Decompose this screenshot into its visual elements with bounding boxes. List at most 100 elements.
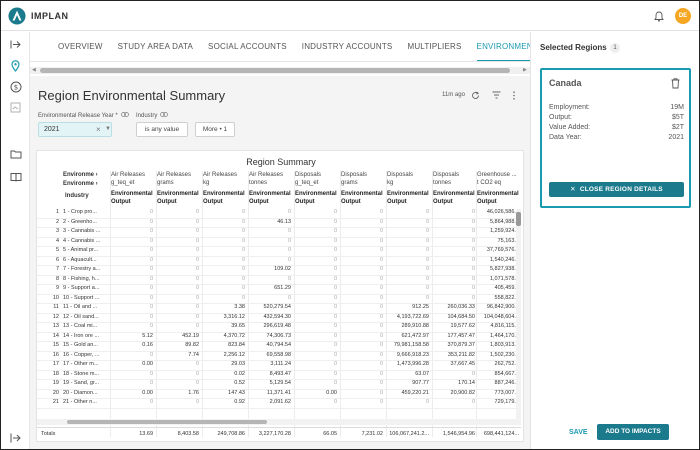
table-cell: 1.76	[188, 389, 199, 396]
collapse-arrow-icon[interactable]	[9, 38, 22, 51]
pivot-field[interactable]: Environme ›	[63, 181, 98, 187]
logout-icon[interactable]	[9, 431, 22, 444]
table-row[interactable]: 19 19 - Sand, gr... 0 0 0.52 5,129.54 0 0 907.77…	[37, 380, 521, 390]
column-header-unit: kg	[387, 180, 394, 186]
tab-social-accounts[interactable]: SOCIAL ACCOUNTS	[208, 42, 287, 51]
table-cell: 147.43	[228, 389, 245, 396]
industry-filter-button[interactable]: is any value	[136, 122, 188, 137]
table-row[interactable]: 14 14 - Iron ore ... 5.12 452.19 4,370.72 74,…	[37, 333, 521, 342]
folder-icon[interactable]	[9, 147, 22, 160]
tab-overview[interactable]: OVERVIEW	[58, 42, 103, 51]
chart-icon[interactable]	[9, 101, 22, 114]
column-header-line: Greenhouse ...	[477, 172, 517, 178]
horizontal-scroll-thumb[interactable]	[67, 420, 267, 424]
trash-icon[interactable]	[671, 78, 681, 89]
more-vertical-icon[interactable]	[509, 90, 519, 100]
table-cell: 0	[379, 370, 383, 377]
column-header[interactable]: Greenhouse ... t CO2 eq Environmental Outp…	[477, 171, 523, 206]
link-icon[interactable]	[160, 112, 169, 119]
row-number: 4	[55, 237, 59, 244]
table-cell: 0	[287, 237, 291, 244]
scroll-right-icon[interactable]: ▶	[523, 67, 527, 73]
column-header[interactable]: Air Releases grams Environmental Output	[157, 171, 203, 206]
table-cell: 1,502,230.4	[489, 351, 519, 358]
table-row[interactable]: 9 9 - Support a... 0 0 0 651.29 0 0 0 0 405,459.4	[37, 285, 521, 295]
tab-scrollbar[interactable]: ◀ ▶	[30, 67, 530, 74]
table-row[interactable]: 2 2 - Greenho... 0 0 0 46.13 0 0 0 0 5,864,988.3	[37, 218, 521, 228]
industry-column-header[interactable]: Industry	[65, 193, 89, 199]
table-cell: 4,193,722.69	[396, 313, 429, 320]
table-cell: 459,220.21	[401, 389, 429, 396]
table-row[interactable]: 1 1 - Crop pro... 0 0 0 0 0 0 0 0 46,026,586.9	[37, 209, 521, 219]
table-cell: 0	[333, 313, 337, 320]
refresh-icon[interactable]	[470, 90, 480, 100]
table-cell: 0	[287, 209, 291, 215]
column-header[interactable]: Air Releases kg Environmental Output	[203, 171, 249, 206]
table-cell: 5,827,938.5	[489, 266, 519, 272]
tab-environmental[interactable]: ENVIRONMENTAL	[476, 32, 530, 61]
table-cell: 0	[333, 361, 337, 367]
year-select[interactable]: 2021 × ▼	[38, 122, 112, 137]
tab-study-area-data[interactable]: STUDY AREA DATA	[117, 42, 194, 51]
close-region-details-button[interactable]: ✕ CLOSE REGION DETAILS	[549, 182, 684, 197]
table-row[interactable]: 8 8 - Fishing, h... 0 0 0 0 0 0 0 0 1,071,578.2	[37, 275, 521, 285]
clear-icon[interactable]: ×	[96, 125, 101, 134]
table-row[interactable]: 7 7 - Forestry a... 0 0 0 109.02 0 0 0 0 5,827,938…	[37, 266, 521, 276]
location-pin-icon[interactable]	[9, 59, 22, 72]
more-filters-button[interactable]: More • 1	[195, 122, 235, 137]
table-row[interactable]: 6 6 - Aquacult... 0 0 0 0 0 0 0 0 1,540,246.2	[37, 257, 521, 266]
column-header[interactable]: Air Releases tonnes Environmental Output	[249, 171, 295, 206]
table-row[interactable]: 18 18 - Stone m... 0 0 0.02 8,493.47 0 0 63.07 0 8…	[37, 370, 521, 380]
table-row[interactable]: 16 16 - Copper, ... 0 7.74 2,256.12 69,558.98…	[37, 351, 521, 361]
table-row[interactable]: 13 13 - Coal mi... 0 0 39.65 296,619.48 0 0 289,…	[37, 323, 521, 333]
table-row[interactable]: 5 5 - Animal pr... 0 0 0 0 0 0 0 0 37,769,576.4	[37, 247, 521, 257]
book-icon[interactable]	[9, 170, 22, 183]
column-header[interactable]: Disposals g_teq_et Environmental Output	[295, 171, 341, 206]
table-row[interactable]: 15 15 - Gold an... 0.16 89.82 823.84 40,794.5…	[37, 342, 521, 352]
table-cell: 1,473,996.28	[396, 361, 429, 367]
vertical-scroll-thumb[interactable]	[516, 212, 521, 226]
table-cell: 0	[149, 285, 153, 291]
add-to-impacts-button[interactable]: ADD TO IMPACTS	[597, 424, 669, 440]
table-row[interactable]: 20 20 - Diamon... 0.00 1.76 147.43 11,371.41 0…	[37, 389, 521, 399]
table-row[interactable]: 12 12 - Oil sand... 0 0 3,316.12 432,594.30 0 0…	[37, 313, 521, 323]
table-row[interactable]: 17 17 - Other m... 0.00 0 29.03 3,111.24 0 0 1,4…	[37, 361, 521, 371]
column-header[interactable]: Air Releases g_teq_et Environmental Output	[111, 171, 157, 206]
chevron-down-icon[interactable]: ▼	[105, 126, 111, 132]
column-subheader: Environmental Output	[157, 191, 199, 205]
column-header-line: Disposals	[341, 172, 368, 178]
table-row[interactable]: 21 21 - Other n... 0 0 0.92 2,091.62 0 0 0 0 729,1…	[37, 399, 521, 409]
stat-value: 2021	[668, 134, 684, 141]
table-cell: 5,864,988.3	[489, 218, 519, 225]
column-header[interactable]: Disposals kg Environmental Output	[387, 171, 433, 206]
table-cell: 0	[471, 275, 475, 282]
table-row[interactable]: 4 4 - Cannabis ... 0 0 0 0 0 0 0 0 75,163.6	[37, 237, 521, 247]
column-header[interactable]: Disposals tonnes Environmental Output	[433, 171, 479, 206]
industry-name: 4 - Cannabis ...	[63, 237, 101, 244]
tab-scrollbar-thumb[interactable]	[40, 68, 510, 73]
table-cell: 0.00	[326, 389, 337, 396]
table-vertical-scrollbar[interactable]	[516, 209, 521, 419]
table-row[interactable]: 10 10 - Support ... 0 0 0 0 0 0 0 0 558,822.7	[37, 295, 521, 304]
table-cell: 104,048,604...	[483, 313, 519, 320]
column-header-unit: tonnes	[249, 180, 268, 186]
table-cell: 296,619.48	[263, 323, 291, 329]
column-divider	[476, 171, 477, 437]
column-header[interactable]: Disposals grams Environmental Output	[341, 171, 387, 206]
table-row[interactable]: 3 3 - Cannabis ... 0 0 0 0 0 0 0 0 1,259,924.8	[37, 228, 521, 238]
table-cell: 887,246.5	[494, 380, 519, 386]
link-icon[interactable]	[120, 112, 129, 119]
table-cell: 5,129.54	[269, 380, 291, 386]
bell-icon[interactable]	[653, 10, 665, 22]
user-avatar[interactable]: DE	[675, 8, 691, 24]
filter-icon[interactable]	[491, 90, 501, 100]
save-button[interactable]: SAVE	[569, 429, 588, 436]
table-horizontal-scrollbar[interactable]	[37, 419, 521, 425]
tab-industry-accounts[interactable]: INDUSTRY ACCOUNTS	[301, 42, 393, 51]
dollar-icon[interactable]: $	[9, 80, 22, 93]
table-row[interactable]: 11 11 - Oil and ... 0 0 3.38 520,279.54 0 0 912.…	[37, 304, 521, 314]
tab-multipliers[interactable]: MULTIPLIERS	[407, 42, 462, 51]
table-cell: 40,794.54	[266, 342, 291, 348]
scroll-left-icon[interactable]: ◀	[32, 67, 36, 73]
pivot-field[interactable]: Environme ›	[63, 172, 98, 178]
